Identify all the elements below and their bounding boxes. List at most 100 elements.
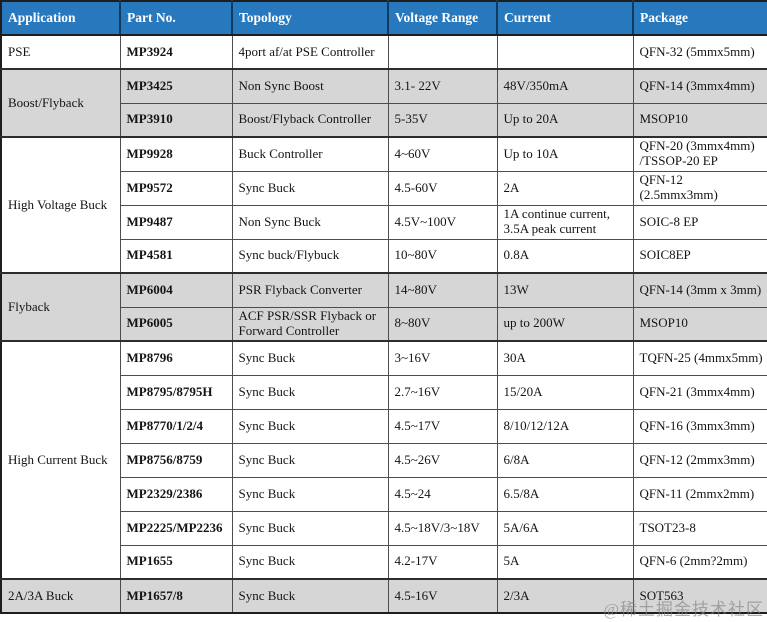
- column-header-topology: Topology: [232, 1, 389, 36]
- table-row: MP4581 Sync buck/Flybuck 10~80V 0.8A SOIC8EP: [1, 238, 767, 274]
- topology-cell: Sync Buck: [231, 510, 389, 546]
- voltage-cell: 4.2-17V: [387, 544, 498, 580]
- application-group-cell: 2A/3A Buck: [0, 578, 121, 614]
- current-cell: 13W: [496, 272, 634, 308]
- part-cell: MP8795/8795H: [119, 374, 233, 410]
- table-row: MP6005 ACF PSR/SSR Flyback or Forward Con…: [1, 306, 767, 342]
- topology-cell: ACF PSR/SSR Flyback or Forward Controlle…: [231, 306, 389, 342]
- voltage-cell: 4.5-60V: [387, 170, 498, 206]
- application-group-cell: PSE: [0, 34, 121, 70]
- package-cell: QFN-6 (2mm?2mm): [632, 544, 767, 580]
- part-cell: MP1655: [119, 544, 233, 580]
- part-cell: MP6005: [119, 306, 233, 342]
- application-group-cell: High Current Buck: [0, 340, 121, 580]
- current-cell: 6/8A: [496, 442, 634, 478]
- table-row: MP8770/1/2/4 Sync Buck 4.5~17V 8/10/12/12A Q…: [1, 408, 767, 444]
- current-cell: 5A/6A: [496, 510, 634, 546]
- table-body: PSE MP3924 4port af/at PSE Controller QFN-3…: [0, 34, 767, 614]
- package-cell: QFN-32 (5mmx5mm): [632, 34, 767, 70]
- part-cell: MP4581: [119, 238, 233, 274]
- header-row: Application Part No. Topology Voltage Range…: [1, 1, 767, 36]
- column-header-application: Application: [1, 1, 121, 36]
- voltage-cell: 8~80V: [387, 306, 498, 342]
- part-cell: MP8796: [119, 340, 233, 376]
- table-row: 2A/3A Buck MP1657/8 Sync Buck 4.5-16V 2/3A SO…: [0, 578, 767, 614]
- application-group-cell: High Voltage Buck: [0, 136, 121, 274]
- part-cell: MP2225/MP2236: [119, 510, 233, 546]
- package-cell: QFN-11 (2mmx2mm): [632, 476, 767, 512]
- current-cell: 15/20A: [496, 374, 634, 410]
- package-cell: QFN-12 (2mmx3mm): [632, 442, 767, 478]
- voltage-cell: 4.5~26V: [387, 442, 498, 478]
- voltage-cell: 3.1- 22V: [387, 68, 498, 104]
- column-header-current: Current: [497, 1, 634, 36]
- topology-cell: Boost/Flyback Controller: [231, 102, 389, 138]
- table-row: High Current Buck MP8796 Sync Buck 3~16V 30A…: [0, 340, 767, 580]
- current-cell: Up to 10A: [496, 136, 634, 172]
- topology-cell: Sync Buck: [231, 170, 389, 206]
- part-cell: MP9572: [119, 170, 233, 206]
- table-row: Boost/Flyback MP3425 Non Sync Boost 3.1- 22…: [0, 68, 767, 138]
- table-row: MP2329/2386 Sync Buck 4.5~24 6.5/8A QFN-11 (…: [1, 476, 767, 512]
- voltage-cell: 4.5~17V: [387, 408, 498, 444]
- table-row: MP3910 Boost/Flyback Controller 5-35V Up to…: [1, 102, 767, 138]
- table-row: High Voltage Buck MP9928 Buck Controller 4~…: [0, 136, 767, 274]
- voltage-cell: 2.7~16V: [387, 374, 498, 410]
- part-cell: MP8756/8759: [119, 442, 233, 478]
- part-cell: MP3425: [119, 68, 233, 104]
- application-group-cell: Flyback: [0, 272, 121, 342]
- table-row: Flyback MP6004 PSR Flyback Converter 14~80V…: [0, 272, 767, 342]
- topology-cell: Sync Buck: [231, 442, 389, 478]
- package-cell: QFN-20 (3mmx4mm) /TSSOP-20 EP: [632, 136, 767, 172]
- package-cell: MSOP10: [632, 306, 767, 342]
- table-row: MP1655 Sync Buck 4.2-17V 5A QFN-6 (2mm?2mm): [1, 544, 767, 580]
- voltage-cell: 10~80V: [387, 238, 498, 274]
- column-header-voltage: Voltage Range: [388, 1, 498, 36]
- table-row: MP8756/8759 Sync Buck 4.5~26V 6/8A QFN-12 (2…: [1, 442, 767, 478]
- topology-cell: Sync Buck: [231, 578, 389, 614]
- topology-cell: PSR Flyback Converter: [231, 272, 389, 308]
- voltage-cell: 4.5~24: [387, 476, 498, 512]
- topology-cell: Non Sync Boost: [231, 68, 389, 104]
- package-cell: QFN-14 (3mmx4mm): [632, 68, 767, 104]
- current-cell: 0.8A: [496, 238, 634, 274]
- voltage-cell: 5-35V: [387, 102, 498, 138]
- topology-cell: Non Sync Buck: [231, 204, 389, 240]
- current-cell: 2A: [496, 170, 634, 206]
- topology-cell: Sync buck/Flybuck: [231, 238, 389, 274]
- table-row: MP2225/MP2236 Sync Buck 4.5~18V/3~18V 5A/6A…: [1, 510, 767, 546]
- current-cell: 6.5/8A: [496, 476, 634, 512]
- topology-cell: Buck Controller: [231, 136, 389, 172]
- column-header-part: Part No.: [120, 1, 233, 36]
- package-cell: SOIC8EP: [632, 238, 767, 274]
- part-cell: MP9487: [119, 204, 233, 240]
- voltage-cell: 4~60V: [387, 136, 498, 172]
- package-cell: QFN-14 (3mm x 3mm): [632, 272, 767, 308]
- current-cell: 2/3A: [496, 578, 634, 614]
- current-cell: [496, 34, 634, 70]
- voltage-cell: [387, 34, 498, 70]
- topology-cell: Sync Buck: [231, 476, 389, 512]
- voltage-cell: 4.5-16V: [387, 578, 498, 614]
- table-header: Application Part No. Topology Voltage Range…: [1, 1, 767, 36]
- current-cell: up to 200W: [496, 306, 634, 342]
- package-cell: SOT563: [632, 578, 767, 614]
- package-cell: SOIC-8 EP: [632, 204, 767, 240]
- package-cell: QFN-21 (3mmx4mm): [632, 374, 767, 410]
- package-cell: TSOT23-8: [632, 510, 767, 546]
- current-cell: 5A: [496, 544, 634, 580]
- voltage-cell: 14~80V: [387, 272, 498, 308]
- current-cell: Up to 20A: [496, 102, 634, 138]
- current-cell: 30A: [496, 340, 634, 376]
- part-cell: MP2329/2386: [119, 476, 233, 512]
- package-cell: QFN-12 (2.5mmx3mm): [632, 170, 767, 206]
- voltage-cell: 3~16V: [387, 340, 498, 376]
- part-cell: MP1657/8: [119, 578, 233, 614]
- package-cell: TQFN-25 (4mmx5mm): [632, 340, 767, 376]
- application-group-cell: Boost/Flyback: [0, 68, 121, 138]
- part-cell: MP3924: [119, 34, 233, 70]
- topology-cell: Sync Buck: [231, 374, 389, 410]
- part-cell: MP3910: [119, 102, 233, 138]
- current-cell: 1A continue current, 3.5A peak current: [496, 204, 634, 240]
